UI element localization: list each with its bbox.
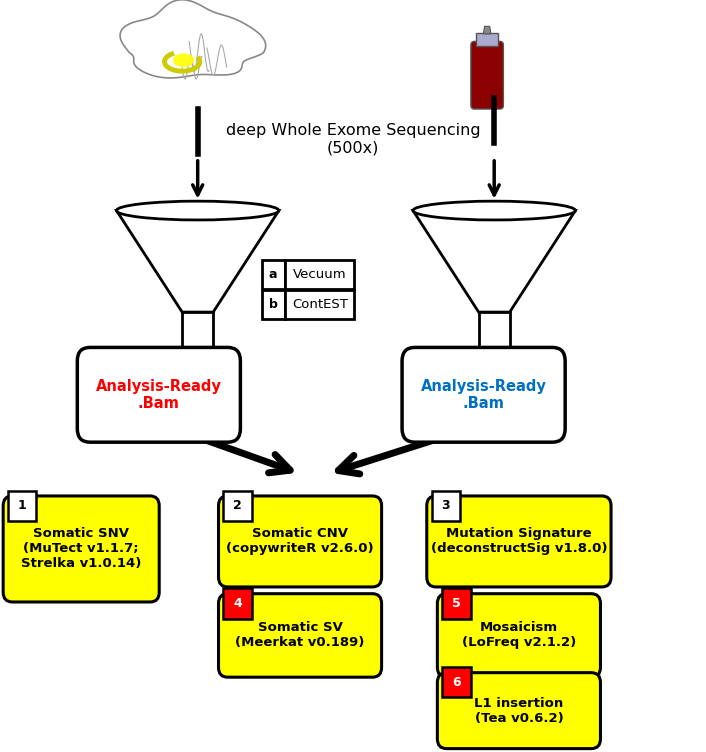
FancyBboxPatch shape (442, 588, 470, 618)
FancyBboxPatch shape (431, 491, 460, 520)
Ellipse shape (413, 202, 575, 220)
Polygon shape (413, 211, 575, 312)
Ellipse shape (182, 349, 213, 358)
Text: Somatic SV
(Meerkat v0.189): Somatic SV (Meerkat v0.189) (235, 621, 365, 650)
FancyBboxPatch shape (437, 594, 600, 677)
FancyBboxPatch shape (477, 33, 498, 46)
FancyBboxPatch shape (426, 496, 611, 587)
FancyBboxPatch shape (224, 491, 251, 520)
Text: 1: 1 (18, 499, 27, 512)
Text: Analysis-Ready
.Bam: Analysis-Ready .Bam (96, 378, 222, 411)
Polygon shape (120, 0, 265, 78)
Ellipse shape (173, 53, 194, 67)
Text: Analysis-Ready
.Bam: Analysis-Ready .Bam (421, 378, 546, 411)
Text: 2: 2 (233, 499, 242, 512)
Text: 6: 6 (452, 676, 461, 689)
Text: 5: 5 (452, 597, 461, 610)
Text: deep Whole Exome Sequencing
(500x): deep Whole Exome Sequencing (500x) (226, 123, 480, 156)
FancyBboxPatch shape (402, 347, 566, 442)
FancyBboxPatch shape (4, 496, 160, 602)
Text: Mutation Signature
(deconstructSig v1.8.0): Mutation Signature (deconstructSig v1.8.… (431, 527, 607, 556)
Polygon shape (116, 211, 279, 312)
FancyBboxPatch shape (224, 588, 251, 618)
FancyBboxPatch shape (442, 668, 470, 698)
Ellipse shape (116, 202, 279, 220)
Text: Mosaicism
(LoFreq v2.1.2): Mosaicism (LoFreq v2.1.2) (462, 621, 576, 650)
FancyBboxPatch shape (8, 491, 37, 520)
Text: 3: 3 (441, 499, 450, 512)
FancyBboxPatch shape (471, 41, 503, 109)
Text: b: b (269, 298, 277, 311)
Text: Somatic SNV
(MuTect v1.1.7;
Strelka v1.0.14): Somatic SNV (MuTect v1.1.7; Strelka v1.0… (21, 527, 141, 571)
FancyBboxPatch shape (285, 260, 354, 289)
Text: Somatic CNV
(copywriteR v2.6.0): Somatic CNV (copywriteR v2.6.0) (226, 527, 374, 556)
Text: L1 insertion
(Tea v0.6.2): L1 insertion (Tea v0.6.2) (474, 696, 563, 725)
Text: ContEST: ContEST (292, 298, 348, 311)
FancyBboxPatch shape (78, 347, 241, 442)
Polygon shape (182, 312, 213, 353)
Polygon shape (484, 26, 491, 34)
Ellipse shape (479, 349, 510, 358)
Polygon shape (479, 312, 510, 353)
FancyBboxPatch shape (262, 260, 285, 289)
Text: a: a (269, 268, 277, 281)
FancyBboxPatch shape (219, 594, 381, 677)
FancyBboxPatch shape (262, 290, 285, 319)
FancyBboxPatch shape (219, 496, 381, 587)
Text: 4: 4 (233, 597, 242, 610)
FancyBboxPatch shape (285, 290, 354, 319)
FancyBboxPatch shape (437, 672, 600, 749)
Text: Vecuum: Vecuum (293, 268, 347, 281)
